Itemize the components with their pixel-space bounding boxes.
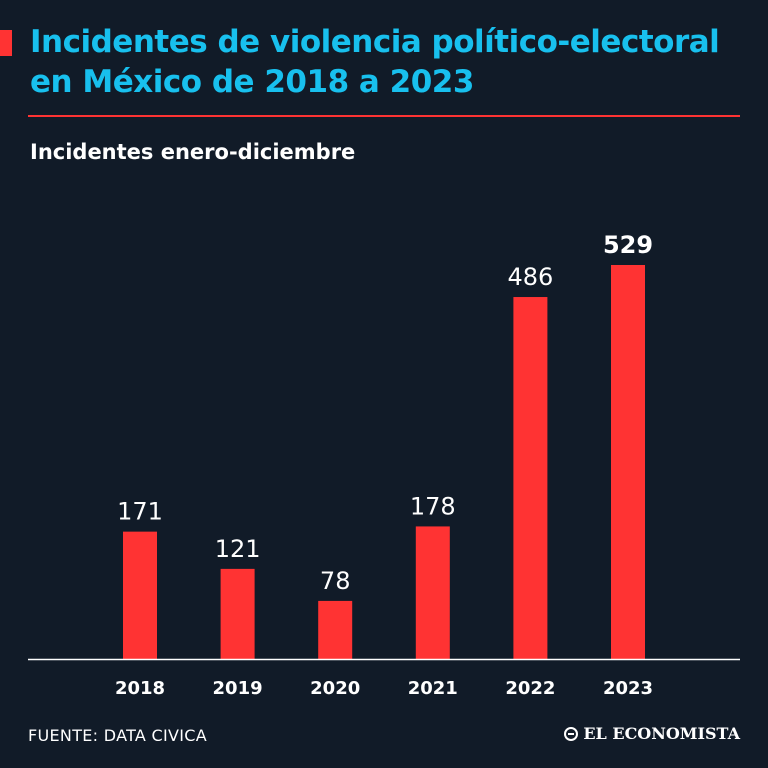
chart-subtitle: Incidentes enero-diciembre — [30, 140, 356, 164]
brand-name: EL ECONOMISTA — [583, 724, 740, 743]
title-accent-bar — [0, 30, 12, 56]
x-tick-label-2021: 2021 — [408, 678, 458, 699]
x-tick-label-2019: 2019 — [213, 678, 263, 699]
data-label-2023: 529 — [603, 231, 653, 259]
x-tick-label-2022: 2022 — [505, 678, 555, 699]
data-label-2021: 178 — [410, 492, 456, 520]
bar-2022 — [513, 297, 548, 659]
brand-logo: EL ECONOMISTA — [564, 724, 740, 743]
title-divider — [28, 115, 740, 117]
x-tick-label-2020: 2020 — [310, 678, 360, 699]
x-tick-label-2018: 2018 — [115, 678, 165, 699]
data-label-2022: 486 — [507, 263, 553, 291]
bar-2020 — [318, 600, 353, 659]
data-label-2018: 171 — [117, 498, 163, 526]
bar-2021 — [415, 526, 450, 659]
bar-2018 — [123, 531, 157, 659]
data-label-2020: 78 — [320, 567, 351, 595]
bar-2019 — [220, 568, 255, 659]
chart-title: Incidentes de violencia político-elector… — [30, 24, 720, 100]
x-tick-label-2023: 2023 — [603, 678, 653, 699]
newspaper-logo-icon — [564, 726, 579, 741]
source-note: FUENTE: DATA CIVICA — [28, 726, 208, 745]
data-label-2019: 121 — [215, 535, 261, 563]
bar-2023 — [611, 265, 645, 659]
